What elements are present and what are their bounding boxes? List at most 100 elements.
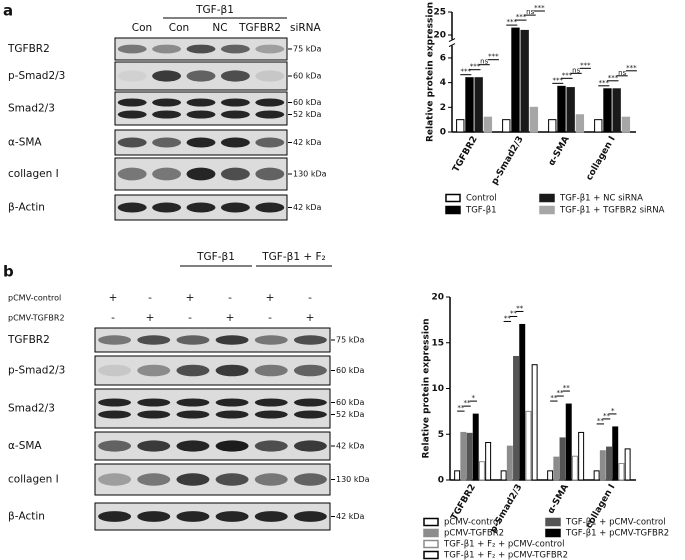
band <box>186 202 216 213</box>
sig-label: ns <box>480 58 488 66</box>
bar <box>565 403 572 481</box>
sign: - <box>188 312 192 324</box>
row-label: p-Smad2/3 <box>8 70 65 82</box>
y-tick-label: 6 <box>440 53 446 63</box>
band <box>137 473 171 486</box>
y-tick-label: 0 <box>440 128 446 138</box>
bar <box>531 364 538 481</box>
bar <box>603 88 612 133</box>
sign: + <box>226 312 235 324</box>
bar <box>460 431 467 481</box>
sign: + <box>266 292 275 304</box>
band <box>186 44 216 54</box>
band <box>293 398 327 407</box>
band <box>176 440 210 452</box>
sig-label: ** <box>597 417 605 425</box>
row-label: β-Actin <box>8 511 45 523</box>
sig-label: ** <box>557 389 565 397</box>
axis-break <box>448 38 456 43</box>
row-label: α-SMA <box>8 440 42 452</box>
legend-label: TGF-β1 + pCMV-control <box>565 518 666 528</box>
sig-label: ** <box>563 384 571 392</box>
kda-label: 130 kDa <box>293 170 327 179</box>
blot-box <box>94 431 331 461</box>
band <box>293 335 327 345</box>
bar <box>575 114 585 133</box>
band <box>152 110 182 119</box>
row-label: α-SMA <box>8 137 42 149</box>
bar <box>553 456 560 481</box>
blot-box <box>114 91 288 126</box>
bar <box>559 437 566 481</box>
sign: - <box>268 312 272 324</box>
band <box>152 202 182 213</box>
kda-label: 75 kDa <box>293 45 322 54</box>
band <box>220 44 250 54</box>
band <box>98 440 132 452</box>
bar <box>612 88 621 133</box>
row-label: collagen I <box>8 168 59 180</box>
band <box>186 167 216 181</box>
legend-swatch <box>539 205 555 215</box>
bar <box>474 77 483 133</box>
band <box>176 511 210 522</box>
panel-label: b <box>3 263 14 281</box>
bar <box>621 116 631 133</box>
sig-label: ns <box>572 66 580 74</box>
sig-label: ns <box>618 69 626 77</box>
bar <box>593 470 600 481</box>
sig-label: *** <box>470 63 481 71</box>
legend-label: TGF-β1 + NC siRNA <box>559 194 643 204</box>
kda-label: 60 kDa <box>293 98 322 107</box>
bar <box>506 445 513 481</box>
sig-label: ** <box>516 304 524 312</box>
band <box>220 202 250 213</box>
blot-box <box>94 327 331 353</box>
bar <box>483 116 493 133</box>
kda-label: 52 kDa <box>336 410 365 419</box>
legend-swatch <box>423 539 439 549</box>
band <box>117 98 147 107</box>
band <box>215 364 249 377</box>
sign: + <box>146 312 155 324</box>
bar <box>456 119 465 133</box>
y-tick-label: 5 <box>438 430 444 440</box>
legend-label: pCMV-TGFBR2 <box>444 529 504 539</box>
lane-label: Con <box>169 22 189 34</box>
band <box>186 137 216 148</box>
kda-label: 42 kDa <box>293 138 322 147</box>
band <box>152 137 182 148</box>
bar <box>513 355 520 481</box>
band <box>152 44 182 54</box>
y-axis-label: Relative protein expression <box>422 318 432 458</box>
band <box>254 511 288 522</box>
legend-label: TGF-β1 + F₂ + pCMV-TGFBR2 <box>443 551 568 560</box>
blot-box <box>94 355 331 386</box>
condition-label: pCMV-TGFBR2 <box>8 314 65 323</box>
y-tick-label: 15 <box>431 338 444 348</box>
band <box>215 440 249 452</box>
band <box>293 440 327 452</box>
lane-label: Con <box>132 22 152 34</box>
bar <box>478 461 485 481</box>
sig-label: ns <box>526 8 534 16</box>
band <box>117 137 147 148</box>
band <box>137 364 171 377</box>
kda-label: 42 kDa <box>336 442 365 451</box>
y-tick-label: 4 <box>440 78 446 88</box>
sig-label: ** <box>550 394 558 402</box>
band <box>254 410 288 419</box>
band <box>255 110 285 119</box>
sig-label: *** <box>626 64 637 72</box>
legend-swatch <box>539 193 555 203</box>
band <box>176 364 210 377</box>
x-tick-label: collagen I <box>585 135 618 183</box>
band <box>186 98 216 107</box>
sig-label: *** <box>516 13 527 21</box>
sig-label: ** <box>504 314 512 322</box>
band <box>254 364 288 377</box>
blot-box <box>94 502 331 531</box>
band <box>220 70 250 82</box>
kda-label: 60 kDa <box>293 72 322 81</box>
